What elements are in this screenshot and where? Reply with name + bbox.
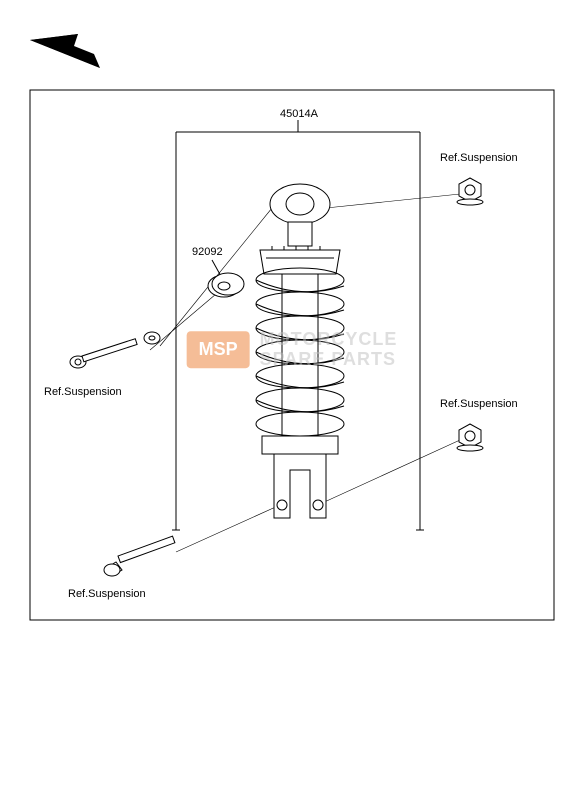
- ref-suspension-mid-right: Ref.Suspension: [440, 398, 518, 410]
- nut-top: [457, 178, 483, 205]
- ref-suspension-top-right: Ref.Suspension: [440, 152, 518, 164]
- ref-suspension-bottom-left: Ref.Suspension: [68, 588, 146, 600]
- callout-92092: 92092: [192, 246, 223, 258]
- callout-45014a: 45014A: [280, 108, 318, 120]
- bolt-bottom: [104, 536, 175, 576]
- ref-suspension-mid-left: Ref.Suspension: [44, 386, 122, 398]
- diagram-frame: [30, 90, 554, 620]
- bushing: [208, 273, 244, 297]
- bolt-mid-left: [70, 339, 137, 368]
- washer-left: [144, 332, 160, 344]
- shock-spring: [256, 268, 344, 436]
- nut-mid: [457, 424, 483, 451]
- nav-arrow-icon-2: [30, 34, 100, 68]
